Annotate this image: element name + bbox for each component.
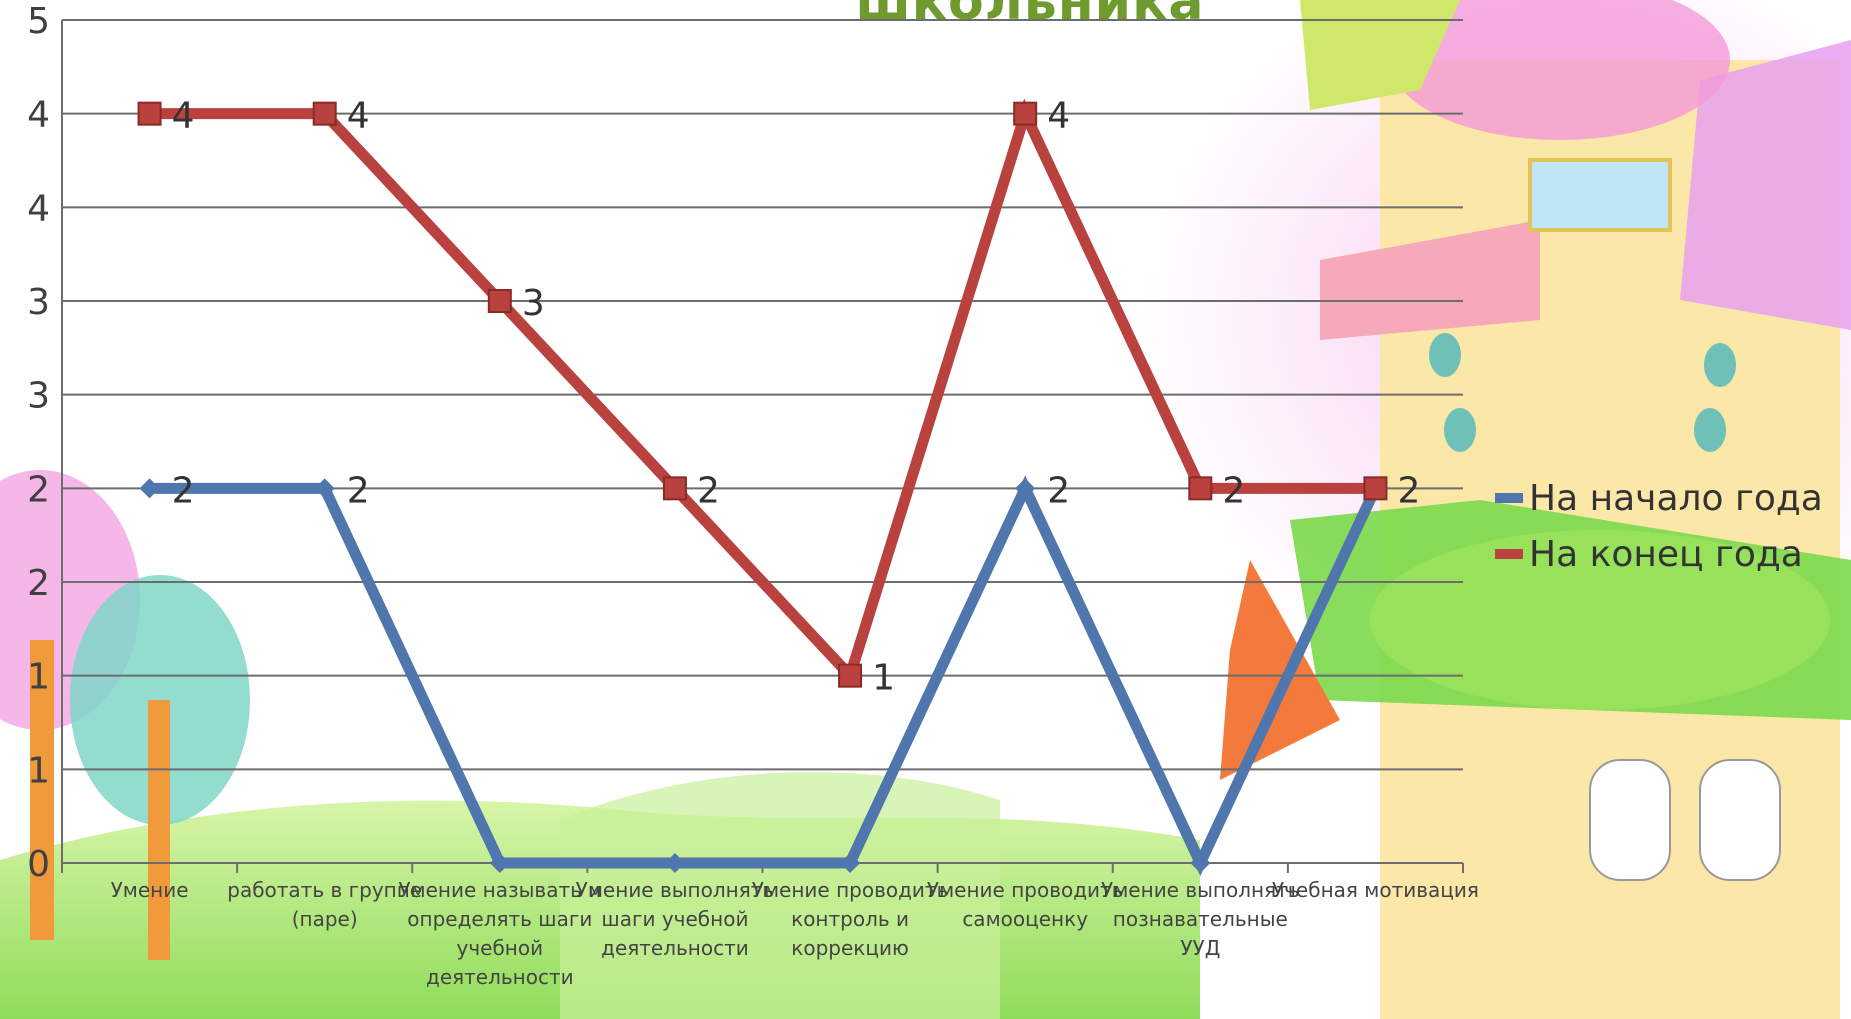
- marker-diamond: [139, 478, 160, 499]
- x-tick-label: Умение называть и определять шаги учебной д…: [398, 878, 601, 989]
- x-tick-label-line: Умение выполнять: [576, 878, 775, 902]
- legend-swatch-red: [1495, 549, 1523, 559]
- x-tick-label-line: самооценку: [962, 907, 1088, 931]
- x-tick-label-line: деятельности: [601, 936, 749, 960]
- x-tick-label-line: определять шаги: [407, 907, 592, 931]
- data-label: 4: [172, 96, 195, 137]
- data-labels: 2 2 2 4 4 3 2 1 4 2 2: [172, 96, 1421, 699]
- marker-square: [1013, 101, 1038, 126]
- x-tick-label-line: деятельности: [426, 965, 574, 989]
- x-tick-label-line: шаги учебной: [601, 907, 748, 931]
- x-tick-label: Умение проводить контроль и коррекцию: [752, 878, 949, 960]
- x-tick-label: работать в группе (паре): [227, 878, 422, 931]
- x-tick-label: Умение проводить самооценку: [927, 878, 1124, 931]
- chart-title: школьника: [855, 0, 1205, 32]
- x-tick-label: Умение выполнять познавательные УУД: [1101, 878, 1300, 960]
- x-tick-label-line: Умение выполнять: [1101, 878, 1300, 902]
- y-tick-label: 4: [27, 188, 50, 229]
- axes: 0 1 1 2 2 3 3 4 4 5 Умение работать в группе (паре) У…: [27, 1, 1479, 989]
- grass-hill-back: [560, 772, 1000, 1019]
- series-line-end: [149, 98, 1376, 687]
- y-tick-label: 2: [27, 469, 50, 510]
- marker-square: [137, 101, 162, 126]
- data-label: 4: [1047, 96, 1070, 137]
- x-tick-label-line: (паре): [292, 907, 358, 931]
- legend-label: На конец года: [1529, 533, 1803, 575]
- marker-square: [1188, 476, 1213, 501]
- x-tick-label: Умение: [111, 878, 189, 902]
- marker-square: [1363, 476, 1388, 501]
- x-tick-label-line: Учебная мотивация: [1272, 878, 1479, 902]
- x-tick-label-line: познавательные: [1113, 907, 1288, 931]
- x-tick-label-line: контроль и: [791, 907, 909, 931]
- y-tick-label: 2: [27, 563, 50, 604]
- x-tick-label-line: Умение проводить: [927, 878, 1124, 902]
- data-label: 2: [347, 470, 370, 511]
- legend-item-start: На начало года: [1495, 470, 1823, 526]
- x-tick-label-line: коррекцию: [791, 936, 909, 960]
- y-tick-label: 0: [27, 844, 50, 885]
- x-tick-label: Учебная мотивация: [1272, 878, 1479, 902]
- x-tick-label: Умение выполнять шаги учебной деятельности: [576, 878, 775, 960]
- legend: На начало года На конец года: [1495, 470, 1823, 582]
- marker-diamond: [1190, 853, 1211, 873]
- y-tick-label: 1: [27, 750, 50, 791]
- data-label: 1: [872, 658, 895, 699]
- data-label: 3: [522, 283, 545, 324]
- marker-diamond: [840, 853, 861, 873]
- x-tick-label-line: учебной: [457, 936, 544, 960]
- marker-diamond: [664, 853, 685, 873]
- x-tick-label-line: Умение называть и: [398, 878, 601, 902]
- data-label: 2: [1047, 470, 1070, 511]
- legend-label: На начало года: [1529, 477, 1823, 519]
- marker-diamond: [489, 853, 510, 873]
- y-tick-label: 1: [27, 657, 50, 698]
- legend-swatch-blue: [1495, 493, 1523, 503]
- x-tick-label-line: работать в группе: [227, 878, 422, 902]
- y-tick-label: 5: [27, 1, 50, 42]
- series-lines: [137, 98, 1388, 876]
- x-tick-label-line: Умение проводить: [752, 878, 949, 902]
- legend-item-end: На конец года: [1495, 526, 1823, 582]
- data-label: 2: [172, 470, 195, 511]
- x-tick-label-line: Умение: [111, 878, 189, 902]
- data-label: 2: [697, 470, 720, 511]
- y-tick-label: 3: [27, 282, 50, 323]
- tree-teal: [70, 575, 250, 960]
- marker-square: [662, 476, 687, 501]
- y-tick-label: 4: [27, 95, 50, 136]
- data-label: 4: [347, 96, 370, 137]
- castle-illustration: [1220, 0, 1851, 1019]
- marker-square: [312, 101, 337, 126]
- series-line-start: [149, 475, 1381, 876]
- y-tick-label: 3: [27, 376, 50, 417]
- marker-diamond: [1015, 478, 1036, 499]
- data-label: 2: [1397, 470, 1420, 511]
- marker-square: [487, 289, 512, 313]
- marker-diamond: [314, 478, 335, 499]
- marker-square: [838, 663, 863, 688]
- x-tick-label-line: УУД: [1180, 936, 1220, 960]
- data-label: 2: [1222, 470, 1245, 511]
